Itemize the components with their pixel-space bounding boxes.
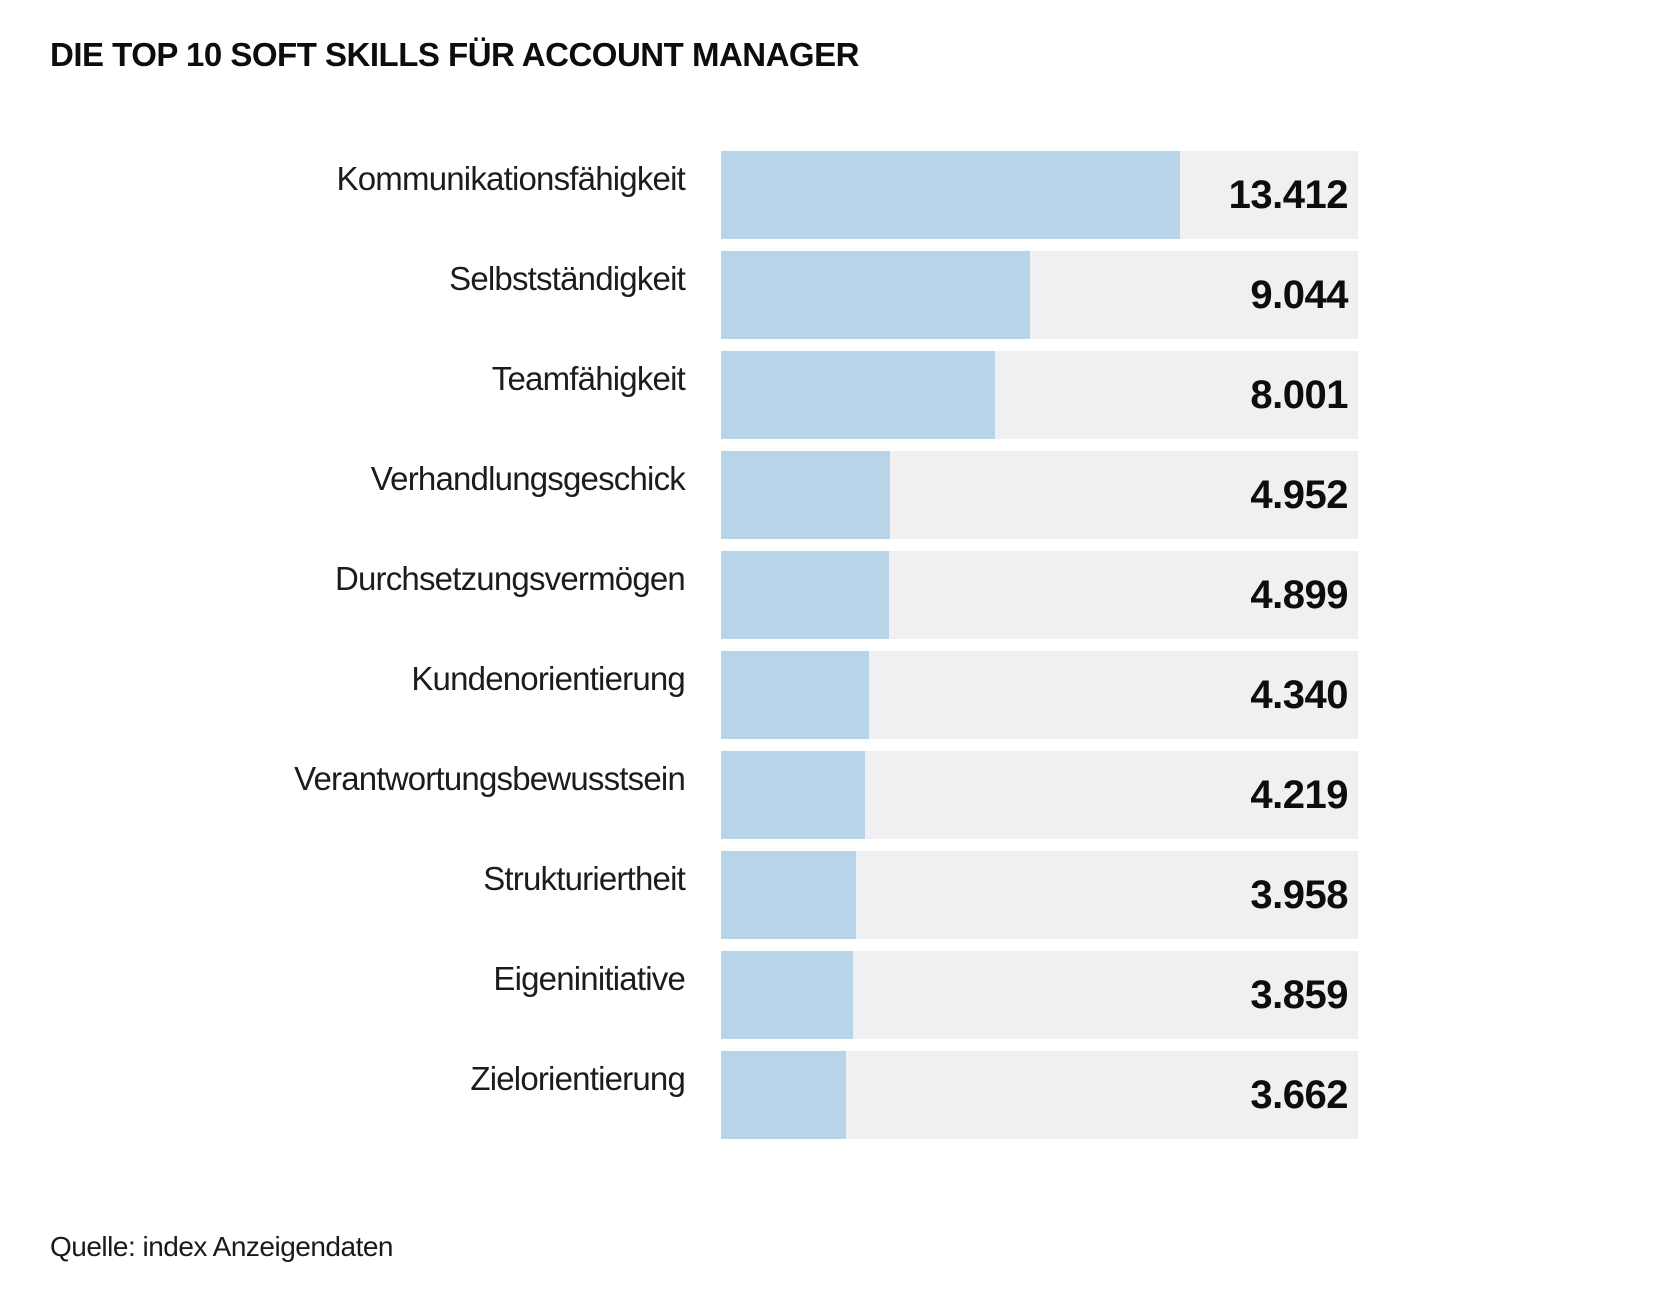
bar-fill [721, 1051, 847, 1139]
bar-row: Selbstständigkeit 9.044 [0, 251, 1668, 339]
bar-row: Zielorientierung 3.662 [0, 1051, 1668, 1139]
value-label: 3.662 [1250, 1072, 1348, 1117]
source-note: Quelle: index Anzeigendaten [50, 1231, 394, 1262]
bar-track: 9.044 [721, 251, 1358, 339]
category-label: Eigeninitiative [493, 960, 685, 997]
bar-track: 3.958 [721, 851, 1358, 939]
category-label: Teamfähigkeit [491, 360, 686, 397]
bar-fill [721, 551, 889, 639]
bar-fill [721, 251, 1031, 339]
bar-track: 3.859 [721, 951, 1358, 1039]
value-label: 4.899 [1250, 572, 1348, 617]
bar-chart: Kommunikationsfähigkeit 13.412 Selbststä… [0, 151, 1668, 1151]
bar-track: 3.662 [721, 1051, 1358, 1139]
bar-row: Verantwortungsbewusstsein 4.219 [0, 751, 1668, 839]
value-label: 4.219 [1250, 772, 1348, 817]
bar-track: 8.001 [721, 351, 1358, 439]
bar-track: 4.219 [721, 751, 1358, 839]
category-label: Durchsetzungsvermögen [334, 560, 686, 597]
value-label: 3.958 [1250, 872, 1348, 917]
category-label: Kommunikationsfähigkeit [336, 160, 686, 197]
category-label: Selbstständigkeit [449, 260, 686, 297]
bar-track: 4.952 [721, 451, 1358, 539]
value-label: 9.044 [1250, 272, 1348, 317]
value-label: 4.952 [1250, 472, 1348, 517]
bar-fill [721, 751, 866, 839]
bar-row: Kundenorientierung 4.340 [0, 651, 1668, 739]
category-label: Strukturiertheit [483, 860, 686, 897]
bar-row: Durchsetzungsvermögen 4.899 [0, 551, 1668, 639]
bar-row: Teamfähigkeit 8.001 [0, 351, 1668, 439]
bar-row: Strukturiertheit 3.958 [0, 851, 1668, 939]
value-label: 8.001 [1250, 372, 1348, 417]
bar-fill [721, 451, 891, 539]
category-label: Verantwortungsbewusstsein [294, 760, 686, 797]
bar-row: Eigeninitiative 3.859 [0, 951, 1668, 1039]
category-label: Zielorientierung [470, 1060, 685, 1097]
bar-row: Kommunikationsfähigkeit 13.412 [0, 151, 1668, 239]
bar-fill [721, 151, 1180, 239]
value-label: 3.859 [1250, 972, 1348, 1017]
value-label: 13.412 [1228, 172, 1349, 217]
bar-track: 4.340 [721, 651, 1358, 739]
category-label: Verhandlungsgeschick [370, 460, 686, 497]
bar-fill [721, 951, 854, 1039]
chart-title: DIE TOP 10 SOFT SKILLS FÜR ACCOUNT MANAG… [50, 36, 859, 73]
bar-track: 4.899 [721, 551, 1358, 639]
bar-fill [721, 351, 995, 439]
value-label: 4.340 [1250, 672, 1348, 717]
bar-track: 13.412 [721, 151, 1358, 239]
bar-fill [721, 851, 857, 939]
bar-fill [721, 651, 870, 739]
category-label: Kundenorientierung [411, 660, 685, 697]
bar-row: Verhandlungsgeschick 4.952 [0, 451, 1668, 539]
